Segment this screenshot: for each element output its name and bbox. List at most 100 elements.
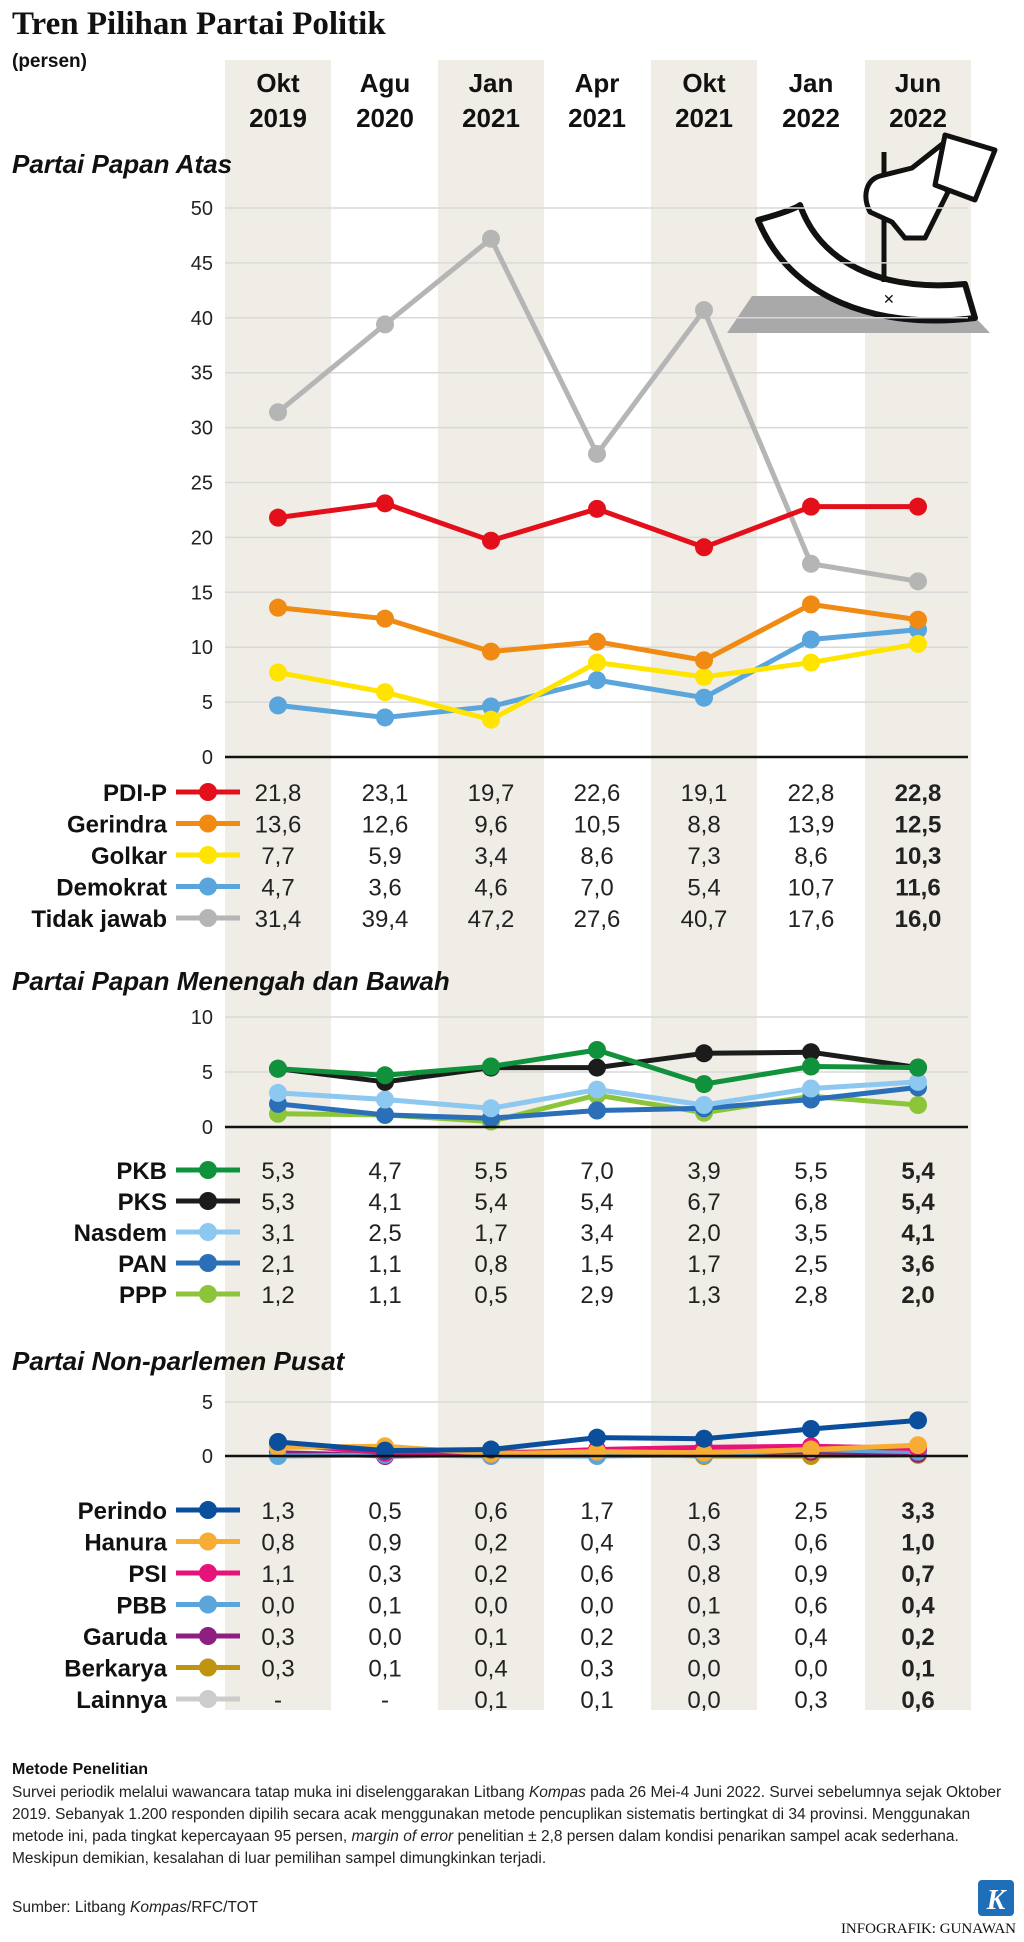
data-label: 2,1 [261, 1251, 294, 1278]
data-point [269, 696, 287, 715]
data-label: 47,2 [468, 906, 515, 933]
data-point [376, 1066, 394, 1085]
data-label: 0,1 [580, 1687, 613, 1714]
legend-marker [199, 1690, 217, 1708]
chart-subtitle: (persen) [12, 51, 87, 72]
data-label: 0,4 [901, 1593, 935, 1620]
y-tick-label: 0 [202, 747, 213, 769]
data-label: 0,4 [580, 1530, 613, 1557]
data-label: 8,8 [687, 812, 720, 839]
data-label: 5,4 [474, 1189, 507, 1216]
data-point [482, 697, 500, 716]
data-point [695, 301, 713, 320]
y-tick-label: 5 [202, 1062, 213, 1084]
method-text-line: Meskipun demikian, kesalahan di luar pem… [12, 1850, 546, 1867]
data-label: 11,6 [895, 875, 940, 902]
data-point [482, 642, 500, 661]
legend-marker [199, 846, 217, 864]
y-tick-label: 25 [191, 473, 213, 495]
data-label: 22,8 [788, 780, 835, 807]
chart-title: Tren Pilihan Partai Politik [12, 6, 386, 42]
data-label: 1,3 [261, 1498, 294, 1525]
legend-marker [199, 814, 217, 833]
data-point [269, 663, 287, 682]
data-label: 0,3 [687, 1530, 720, 1557]
panel-1: Partai Papan Menengah dan Bawah 0 5 10 PKB 5,… [12, 966, 968, 1309]
legend-label: PBB [116, 1593, 167, 1620]
data-point [695, 538, 713, 557]
data-label: 0,5 [474, 1282, 507, 1309]
data-label: 1,3 [687, 1282, 720, 1309]
data-label: 1,1 [368, 1251, 401, 1278]
series-PDI-P [269, 494, 927, 557]
data-point [909, 634, 927, 653]
y-tick-label: 40 [191, 308, 213, 330]
data-label: 5,5 [474, 1158, 507, 1185]
column-header-month-1: Agu [360, 68, 411, 98]
column-header-year-5: 2022 [782, 103, 840, 133]
data-point [802, 1057, 820, 1076]
y-tick-label: 45 [191, 253, 213, 275]
credit-text: INFOGRAFIK: GUNAWAN [841, 1921, 1016, 1937]
column-header-year-3: 2021 [568, 103, 626, 133]
data-point [588, 671, 606, 690]
legend-marker [199, 909, 217, 927]
data-label: 7,0 [580, 1158, 613, 1185]
data-label: 0,1 [687, 1593, 720, 1620]
data-label: 8,6 [580, 843, 613, 870]
data-label: 0,0 [261, 1593, 294, 1620]
legend-marker [199, 1627, 217, 1645]
y-tick-label: 5 [202, 692, 213, 714]
legend-marker [199, 1285, 217, 1303]
series-Golkar [269, 634, 927, 729]
data-label: 9,6 [474, 812, 507, 839]
data-point [695, 1096, 713, 1114]
data-point [588, 444, 606, 463]
data-label: 1,7 [687, 1251, 720, 1278]
data-label: 1,1 [261, 1561, 294, 1588]
data-point [909, 1411, 927, 1430]
data-point [482, 1057, 500, 1076]
y-tick-label: 10 [191, 1007, 213, 1029]
legend-label: PPP [119, 1282, 167, 1309]
data-point [802, 595, 820, 614]
data-label: 10,3 [895, 843, 942, 870]
y-tick-label: 10 [191, 637, 213, 659]
method-title: Metode Penelitian [12, 1761, 148, 1778]
column-bands [225, 60, 971, 1710]
data-point [695, 1443, 713, 1462]
data-label: 39,4 [362, 906, 409, 933]
panel-title: Partai Non-parlemen Pusat [12, 1346, 346, 1376]
y-tick-label: 0 [202, 1446, 213, 1468]
data-label: 0,0 [794, 1656, 827, 1683]
data-label: - [274, 1687, 282, 1714]
data-label: 0,6 [901, 1687, 934, 1714]
legend-label: Tidak jawab [31, 906, 167, 933]
data-label: 17,6 [788, 906, 835, 933]
data-point [588, 632, 606, 651]
data-point [802, 1440, 820, 1459]
data-point [802, 497, 820, 516]
data-label: 0,5 [368, 1498, 401, 1525]
method-text-line: Survei periodik melalui wawancara tatap … [12, 1784, 1001, 1801]
data-label: 3,5 [794, 1220, 827, 1247]
data-point [269, 403, 287, 422]
data-label: 23,1 [362, 780, 409, 807]
data-point [909, 1096, 927, 1114]
data-point [376, 1105, 394, 1124]
data-label: 0,2 [901, 1624, 934, 1651]
legend-label: Hanura [84, 1530, 167, 1557]
data-label: 2,5 [368, 1220, 401, 1247]
data-label: 5,4 [687, 875, 720, 902]
data-point [909, 610, 927, 629]
series-line [277, 601, 919, 663]
y-tick-label: 30 [191, 418, 213, 440]
legend-marker [199, 1658, 217, 1677]
data-label: 0,0 [474, 1593, 507, 1620]
data-label: 4,1 [901, 1220, 934, 1247]
data-label: 1,6 [687, 1498, 720, 1525]
column-header-month-2: Jan [469, 68, 514, 98]
legend-label: Golkar [91, 843, 167, 870]
data-point [695, 667, 713, 686]
legend-label: Garuda [83, 1624, 168, 1651]
